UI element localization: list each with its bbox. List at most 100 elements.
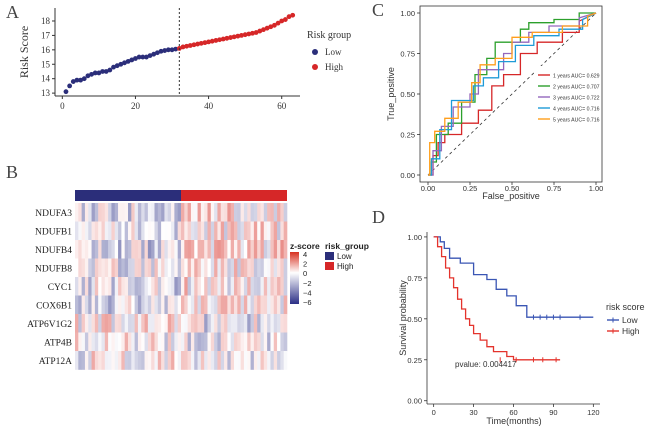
b-cell <box>250 295 255 315</box>
b-cell <box>230 332 235 352</box>
a-point-high <box>268 24 274 30</box>
b-cell <box>134 295 139 315</box>
b-cell <box>161 221 165 241</box>
b-cell <box>75 240 79 259</box>
c-legend-label-3: 3 years AUC= 0.722 <box>553 96 600 102</box>
b-cell <box>164 203 169 222</box>
b-cell <box>147 332 152 352</box>
b-cell <box>81 295 86 315</box>
b-cell <box>118 258 122 278</box>
b-cell <box>144 221 149 241</box>
b-cell <box>78 221 82 241</box>
b-cell <box>277 332 281 352</box>
b-group-legend-label-high: High <box>337 262 353 271</box>
b-cell <box>78 332 82 352</box>
b-cell <box>164 332 169 352</box>
b-cell <box>197 221 202 241</box>
b-cell <box>75 277 79 296</box>
b-cell <box>224 295 228 315</box>
b-cell <box>227 221 231 241</box>
b-cell <box>280 351 284 370</box>
b-cell <box>108 351 112 370</box>
b-cell <box>177 295 182 315</box>
b-cell <box>263 258 268 278</box>
b-cell <box>257 277 261 296</box>
b-cell <box>141 314 145 333</box>
a-point-high <box>250 30 255 36</box>
b-zscore-tick-label: 2 <box>303 260 307 269</box>
b-cell <box>237 351 241 370</box>
b-cell <box>128 203 132 222</box>
b-cell <box>224 240 228 259</box>
b-group-legend-swatch-high <box>325 262 334 270</box>
b-cell <box>200 203 205 222</box>
b-cell <box>253 240 258 259</box>
b-cell <box>147 277 152 296</box>
b-cell <box>210 258 215 278</box>
b-cell <box>124 221 129 241</box>
b-cell <box>147 351 152 370</box>
b-cell <box>171 203 175 222</box>
b-cell <box>253 332 258 352</box>
b-cell <box>91 221 96 241</box>
b-cell <box>210 221 215 241</box>
c-roc-curve-1 <box>428 12 597 176</box>
a-point-high <box>198 40 204 46</box>
b-cell <box>220 258 225 278</box>
d-legend-label-high: High <box>622 326 640 336</box>
b-cell <box>104 258 109 278</box>
b-cell <box>207 332 212 352</box>
b-cell <box>257 351 261 370</box>
b-cell <box>243 295 248 315</box>
b-cell <box>167 332 172 352</box>
b-cell <box>157 277 162 296</box>
b-cell <box>141 258 145 278</box>
b-cell <box>210 351 215 370</box>
b-cell <box>154 314 159 333</box>
b-cell <box>118 203 122 222</box>
b-cell <box>75 314 79 333</box>
b-cell <box>243 203 248 222</box>
b-cell <box>157 258 162 278</box>
a-point-low <box>140 54 146 60</box>
b-cell <box>200 258 205 278</box>
b-cell <box>230 314 235 333</box>
c-roc-curve-5 <box>428 12 597 176</box>
b-cell <box>270 240 275 259</box>
a-point-low <box>67 83 73 89</box>
b-cell <box>91 203 96 222</box>
b-cell <box>171 295 175 315</box>
b-cell <box>171 351 175 370</box>
b-cell <box>118 295 122 315</box>
d-pvalue: pvalue: 0.004417 <box>455 360 517 369</box>
b-cell <box>161 314 165 333</box>
a-legend-title: Risk group <box>307 30 351 41</box>
b-cell <box>237 258 241 278</box>
b-cell <box>75 258 79 278</box>
b-cell <box>263 332 268 352</box>
b-cell <box>161 203 165 222</box>
b-cell <box>270 258 275 278</box>
c-y-tick-label: 0.50 <box>400 90 415 99</box>
b-cell <box>273 314 278 333</box>
roc-plot: True_positive False_positive 0.00 0.25 0.5… <box>386 5 603 201</box>
b-zscore-colorbar <box>290 252 299 304</box>
b-cell <box>121 221 125 241</box>
b-cell <box>197 351 202 370</box>
b-cell <box>181 314 185 333</box>
b-cell <box>184 314 188 333</box>
b-cell <box>240 221 245 241</box>
b-cell <box>151 351 155 370</box>
a-point-high <box>209 38 215 44</box>
b-cell <box>141 203 145 222</box>
b-cell <box>114 258 119 278</box>
a-legend-label-low: Low <box>325 47 342 57</box>
b-cell <box>124 258 129 278</box>
b-cell <box>220 351 225 370</box>
b-cell <box>154 295 159 315</box>
b-cell <box>131 258 135 278</box>
b-cell <box>277 351 281 370</box>
b-cell <box>184 221 188 241</box>
b-cell <box>161 332 165 352</box>
